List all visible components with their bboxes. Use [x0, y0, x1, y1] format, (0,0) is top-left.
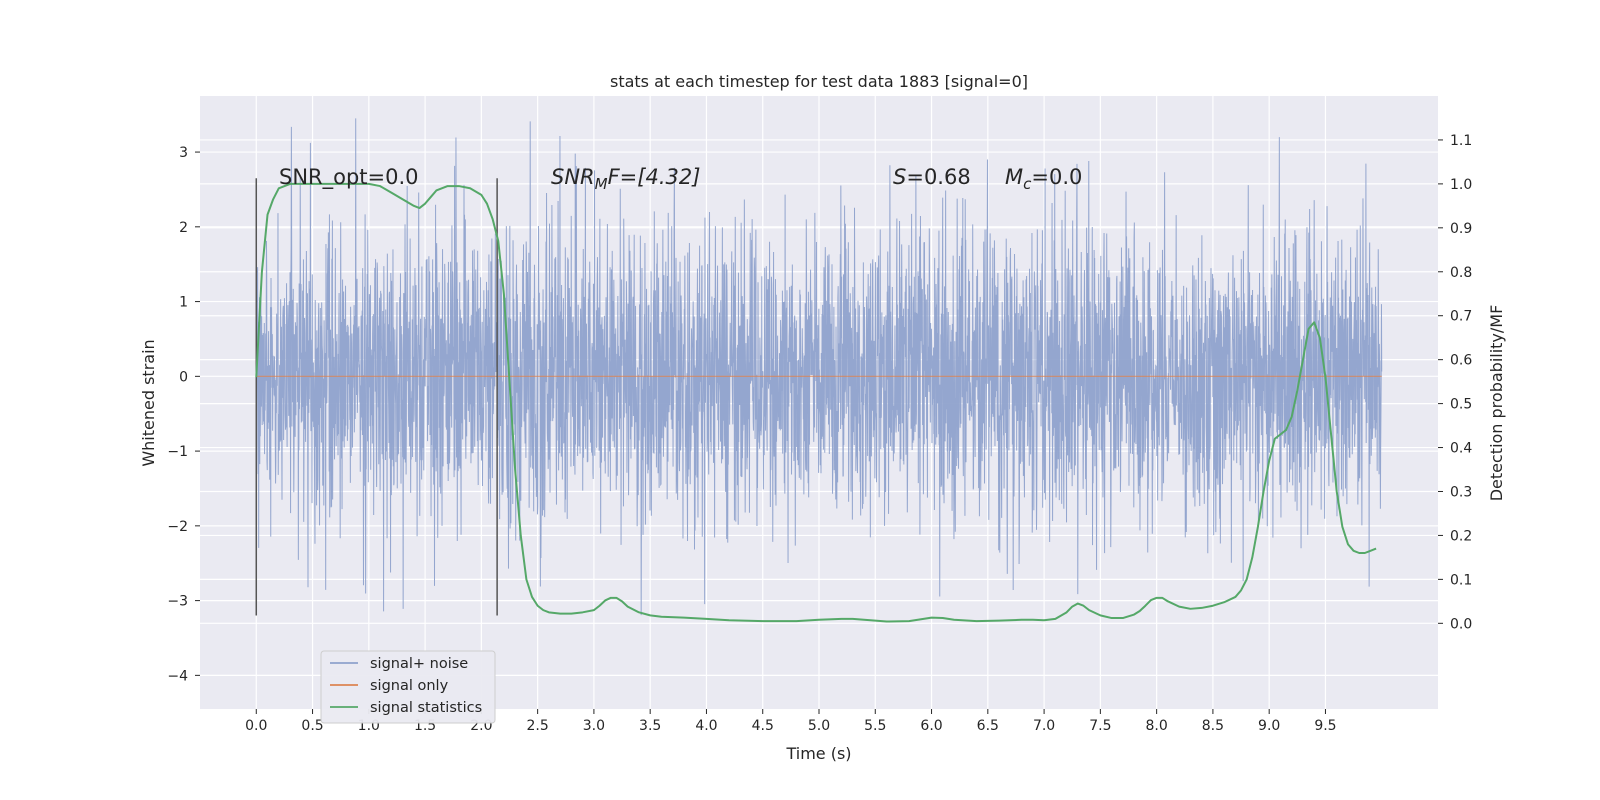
- chart-title: stats at each timestep for test data 188…: [610, 72, 1028, 91]
- y2-tick-label: 0.7: [1450, 309, 1472, 325]
- legend-label-noise: signal+ noise: [370, 656, 468, 672]
- x-tick-label: 3.5: [639, 718, 661, 734]
- x-tick-label: 8.0: [1146, 718, 1168, 734]
- y2-tick-label: 0.2: [1450, 528, 1472, 544]
- y2-tick-label: 1.1: [1450, 133, 1472, 149]
- legend-box: [320, 650, 496, 724]
- x-tick-label: 8.5: [1202, 718, 1224, 734]
- y2-tick-label: 0.3: [1450, 484, 1472, 500]
- annotation-s: S=0.68: [893, 165, 971, 189]
- snr-mf-rest: F=[4.32]: [608, 165, 701, 189]
- legend-label-statistics: signal statistics: [370, 700, 482, 716]
- mc-rest: =0.0: [1031, 165, 1082, 189]
- y2-tick-label: 1.0: [1450, 177, 1472, 193]
- series-signal-noise: [255, 118, 1383, 616]
- y-tick-label: 2: [179, 220, 188, 236]
- x-tick-label: 4.0: [695, 718, 717, 734]
- x-tick-label: 5.5: [864, 718, 886, 734]
- y-tick-label: 0: [179, 369, 188, 385]
- y-tick-label: −2: [167, 519, 188, 535]
- x-tick-label: 9.0: [1258, 718, 1280, 734]
- mc-var: M: [1005, 165, 1023, 189]
- legend: signal+ noise signal only signal statist…: [320, 650, 496, 724]
- y2-tick-label: 0.6: [1450, 353, 1472, 369]
- annotation-mc: Mc=0.0: [1005, 165, 1082, 193]
- x-tick-label: 4.5: [752, 718, 774, 734]
- y-tick-label: −3: [167, 594, 188, 610]
- mc-sub: c: [1023, 175, 1032, 193]
- y2-ticks: 1.1 1.0 0.9 0.8 0.7 0.6 0.5 0.4 0.3 0.2 0.1 0.0: [1438, 133, 1472, 632]
- s-var: S: [893, 165, 906, 189]
- statistics-line: [255, 182, 1377, 623]
- legend-label-signal-only: signal only: [370, 678, 449, 694]
- y2-tick-label: 0.9: [1450, 221, 1472, 237]
- x-tick-label: 0.5: [301, 718, 323, 734]
- snr-mf-main: SNR: [551, 165, 595, 189]
- y-tick-label: −4: [167, 668, 188, 684]
- x-tick-label: 6.5: [977, 718, 999, 734]
- y-tick-label: 3: [179, 145, 188, 161]
- annotation-snr-opt: SNR_opt=0.0: [279, 165, 419, 190]
- series-signal-statistics: [255, 182, 1377, 623]
- noise-line: [255, 118, 1383, 616]
- vertical-markers: [255, 178, 498, 616]
- y-tick-label: −1: [167, 444, 188, 460]
- x-tick-label: 2.5: [527, 718, 549, 734]
- y2-tick-label: 0.8: [1450, 265, 1472, 281]
- y2-axis-label: Detection probability/MF: [1487, 305, 1506, 502]
- x-tick-label: 3.0: [583, 718, 605, 734]
- s-rest: =0.68: [906, 165, 970, 189]
- y2-tick-label: 0.0: [1450, 616, 1472, 632]
- x-tick-label: 7.0: [1033, 718, 1055, 734]
- y2-tick-label: 0.5: [1450, 397, 1472, 413]
- y2-tick-label: 0.4: [1450, 441, 1472, 457]
- x-tick-label: 7.5: [1089, 718, 1111, 734]
- y-axis-label: Whitened strain: [139, 339, 158, 466]
- y2-tick-label: 0.1: [1450, 572, 1472, 588]
- x-tick-label: 5.0: [808, 718, 830, 734]
- x-tick-label: 9.5: [1314, 718, 1336, 734]
- x-tick-label: 0.0: [245, 718, 267, 734]
- x-tick-label: 6.0: [920, 718, 942, 734]
- annotation-snr-mf: SNRMF=[4.32]: [551, 165, 700, 193]
- x-axis-label: Time (s): [785, 744, 851, 763]
- y-ticks: 3 2 1 0 −1 −2 −3 −4: [167, 145, 200, 684]
- y-tick-label: 1: [179, 295, 188, 311]
- snr-mf-sub: M: [595, 175, 608, 193]
